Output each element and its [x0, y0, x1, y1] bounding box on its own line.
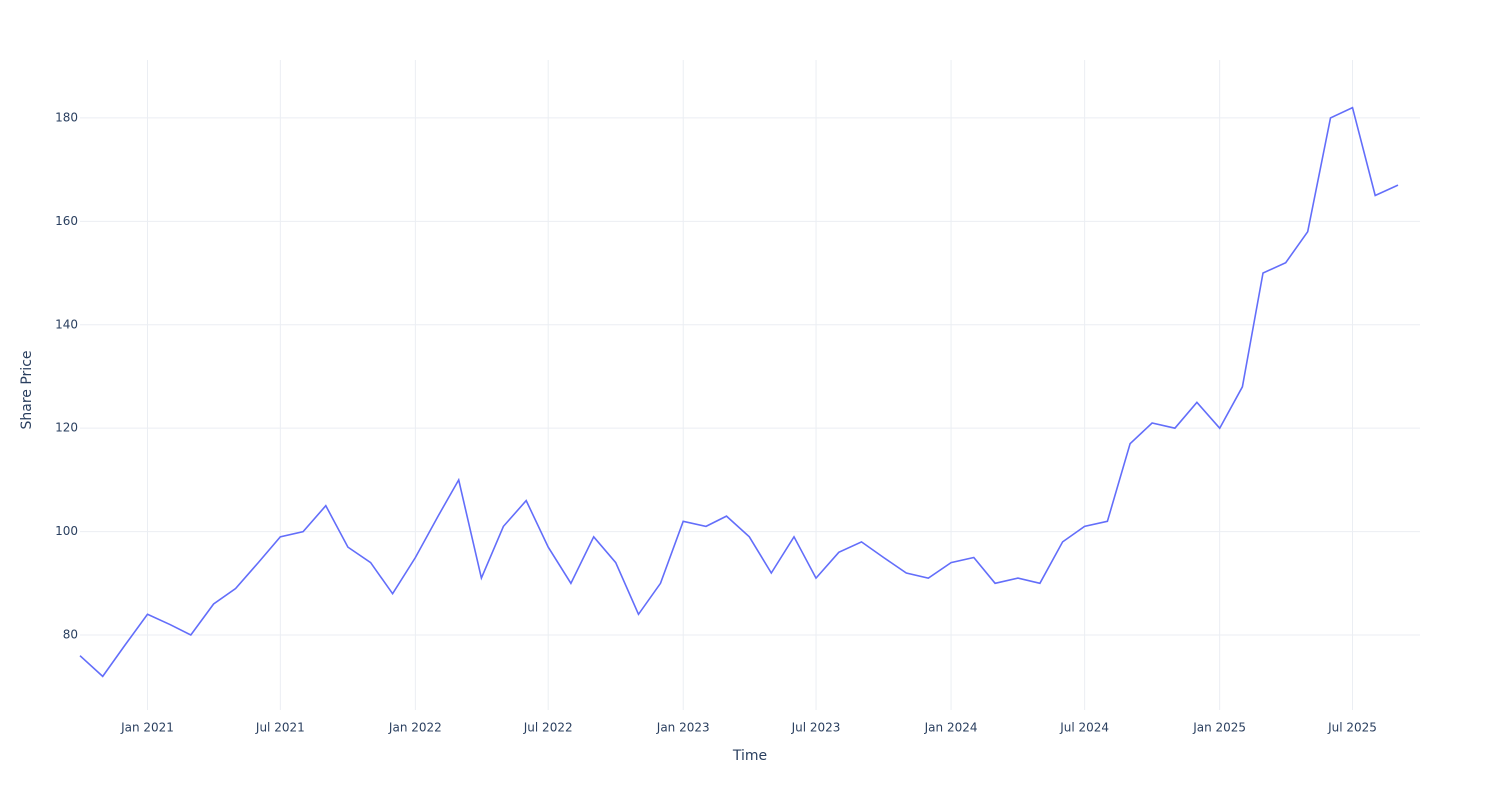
y-axis-title: Share Price [19, 350, 35, 429]
y-tick-label: 140 [55, 317, 78, 331]
x-tick-label: Jul 2023 [791, 721, 841, 735]
line-series [79, 106, 1399, 678]
y-tick-label: 100 [55, 524, 78, 538]
x-tick-label: Jul 2022 [523, 721, 573, 735]
x-tick-label: Jan 2021 [120, 721, 174, 735]
y-tick-label: 80 [63, 628, 78, 642]
x-axis-title: Time [732, 748, 767, 764]
y-tick-label: 180 [55, 110, 78, 124]
y-tick-label: 160 [55, 214, 78, 228]
x-tick-label: Jan 2024 [924, 721, 978, 735]
x-tick-label: Jan 2023 [656, 721, 710, 735]
x-tick-label: Jul 2025 [1327, 721, 1377, 735]
x-tick-label: Jul 2024 [1059, 721, 1109, 735]
x-tick-label: Jan 2025 [1192, 721, 1246, 735]
x-tick-label: Jul 2021 [255, 721, 305, 735]
x-tick-label: Jan 2022 [388, 721, 442, 735]
y-tick-label: 120 [55, 421, 78, 435]
